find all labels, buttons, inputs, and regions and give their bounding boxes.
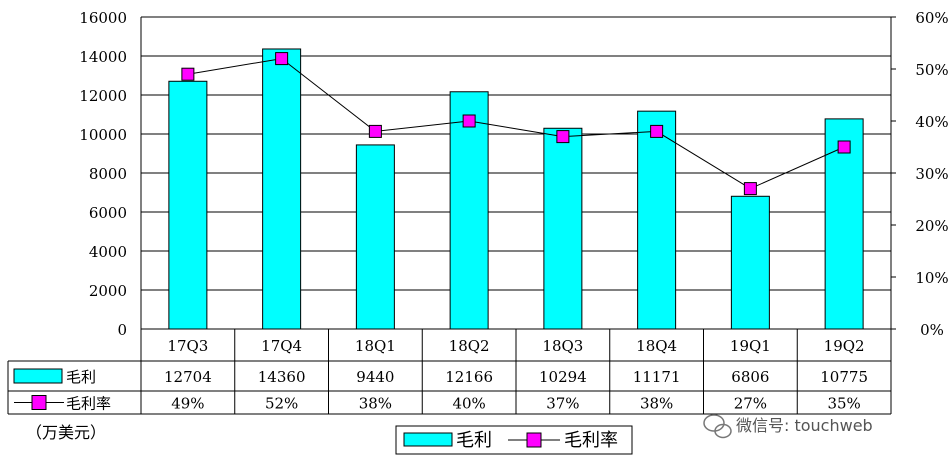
table-cell: 52% [265, 395, 298, 413]
marker-19Q2 [837, 140, 851, 154]
watermark: 微信号: touchweb [703, 414, 873, 439]
table-cell: 38% [640, 395, 673, 413]
marker-17Q4 [275, 52, 289, 66]
category-label: 17Q3 [167, 337, 208, 355]
table-cell: 27% [734, 395, 767, 413]
table-cell: 40% [452, 395, 485, 413]
left-tick-label: 12000 [79, 87, 127, 105]
marker-17Q3 [181, 67, 195, 81]
left-tick-label: 6000 [89, 204, 127, 222]
margin-rate-line [181, 52, 851, 196]
bar-17Q3 [168, 80, 208, 330]
left-tick-label: 8000 [89, 165, 127, 183]
marker-18Q4 [650, 124, 664, 138]
category-label: 18Q3 [542, 337, 583, 355]
table-cell: 49% [171, 395, 204, 413]
margin-rate-polyline [187, 58, 845, 190]
left-axis-ticks: 0 2000 4000 6000 8000 10000 12000 14000 16000 [79, 9, 127, 339]
legend-line-label: 毛利率 [564, 430, 618, 451]
marker-19Q1 [743, 182, 757, 196]
data-table: 17Q3 17Q4 18Q1 18Q2 18Q3 18Q4 19Q1 19Q2 毛利 12704 1… [7, 328, 892, 415]
category-label: 18Q2 [449, 337, 490, 355]
plot-frame [140, 16, 896, 330]
row-swatch-marker [31, 395, 47, 410]
watermark-text: 微信号: touchweb [736, 416, 873, 435]
marker-18Q2 [462, 114, 476, 128]
table-cell: 6806 [731, 368, 769, 386]
bar-19Q2 [824, 118, 864, 330]
left-tick-label: 2000 [89, 282, 127, 300]
table-cell: 35% [827, 395, 860, 413]
left-tick-label: 10000 [79, 126, 127, 144]
category-label: 19Q2 [824, 337, 865, 355]
table-cell: 10294 [539, 368, 587, 386]
right-tick-label: 10% [915, 269, 948, 287]
bar-18Q3 [543, 127, 583, 330]
table-cell: 12704 [164, 368, 212, 386]
bar-18Q2 [449, 91, 489, 330]
unit-label: （万美元） [26, 423, 106, 442]
category-label: 19Q1 [730, 337, 771, 355]
legend-bar-swatch [403, 432, 453, 447]
left-tick-label: 0 [117, 321, 127, 339]
left-tick-label: 4000 [89, 243, 127, 261]
category-label: 18Q4 [636, 337, 677, 355]
bar-18Q1 [355, 144, 395, 330]
right-tick-label: 50% [915, 61, 948, 79]
row-label: 毛利率 [66, 395, 111, 413]
gridlines [141, 16, 891, 291]
right-tick-label: 40% [915, 113, 948, 131]
left-tick-label: 14000 [79, 48, 127, 66]
table-cell: 37% [546, 395, 579, 413]
right-tick-label: 0% [920, 321, 944, 339]
category-label: 17Q4 [261, 337, 302, 355]
table-cell: 11171 [633, 368, 681, 386]
bar-17Q4 [262, 48, 302, 330]
category-label: 18Q1 [355, 337, 396, 355]
marker-18Q1 [368, 124, 382, 138]
right-tick-label: 20% [915, 217, 948, 235]
table-cell: 14360 [258, 368, 306, 386]
wechat-icon [703, 414, 732, 439]
right-axis-ticks: 0% 10% 20% 30% 40% 50% 60% [915, 9, 948, 339]
legend-bar-label: 毛利 [456, 430, 492, 451]
left-tick-label: 16000 [79, 9, 127, 27]
legend: 毛利 毛利率 [395, 425, 633, 455]
bar-19Q1 [730, 195, 770, 330]
bars [168, 48, 864, 330]
row-swatch-bar [13, 368, 63, 384]
table-cell: 10775 [820, 368, 868, 386]
table-cell: 9440 [356, 368, 394, 386]
legend-marker-swatch [526, 432, 542, 448]
table-cell: 38% [359, 395, 392, 413]
right-tick-label: 60% [915, 9, 948, 27]
row-label: 毛利 [66, 368, 96, 386]
marker-18Q3 [556, 130, 570, 144]
right-tick-label: 30% [915, 165, 948, 183]
table-cell: 12166 [445, 368, 493, 386]
bar-18Q4 [637, 110, 677, 330]
